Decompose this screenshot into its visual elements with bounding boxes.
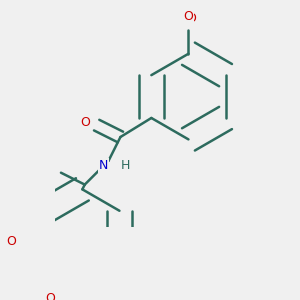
Text: O: O [45,292,55,300]
Text: O: O [184,11,194,23]
Text: O: O [80,116,90,129]
Text: O: O [186,11,196,25]
Text: H: H [120,159,130,172]
Text: N: N [99,159,109,172]
Text: O: O [6,235,16,248]
